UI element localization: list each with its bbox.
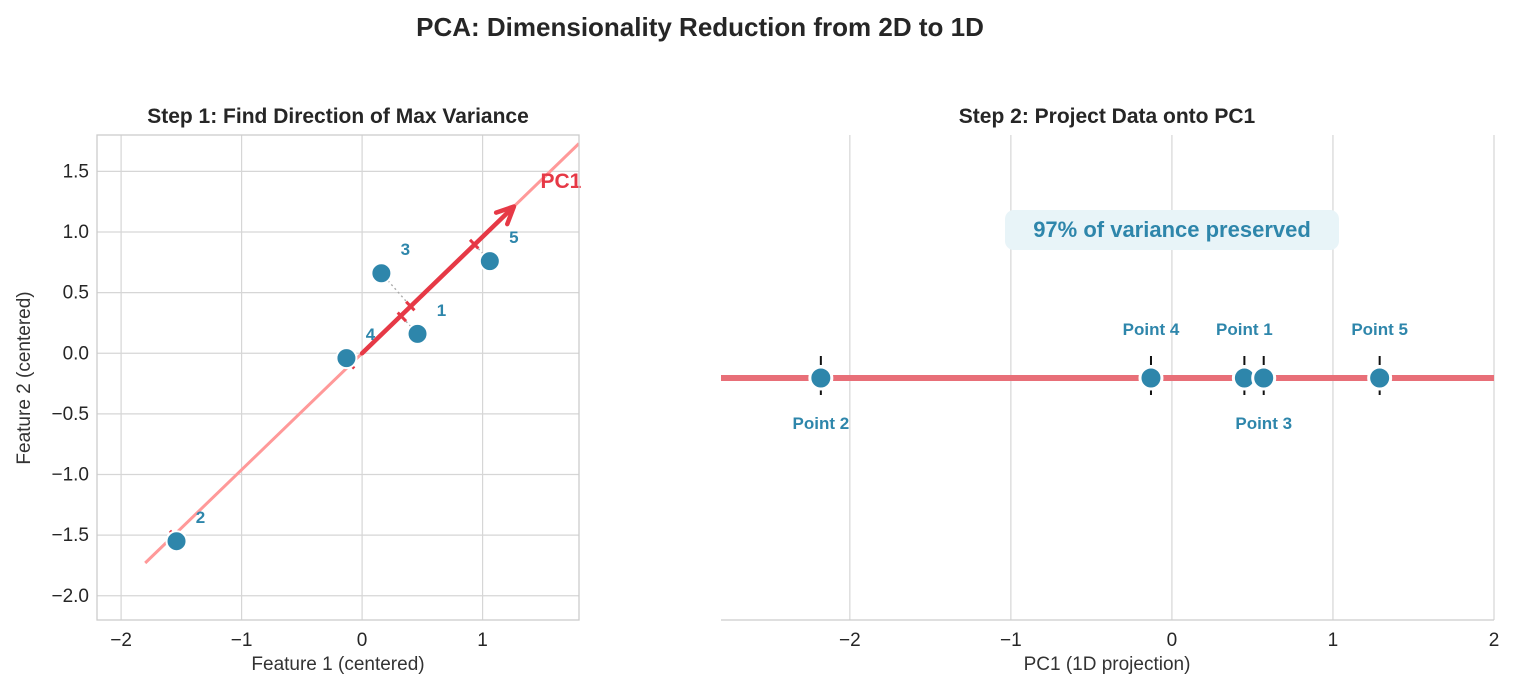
data-point-label: 1 bbox=[437, 301, 446, 320]
data-point-label: 5 bbox=[509, 228, 518, 247]
left-panel: Step 1: Find Direction of Max Variance F… bbox=[14, 105, 582, 675]
right-ticks: −2 −1 0 1 2 bbox=[839, 630, 1499, 651]
left-x-tick-label: 0 bbox=[357, 630, 368, 651]
left-y-tick-label: 1.5 bbox=[63, 161, 89, 182]
projected-point-label: Point 3 bbox=[1235, 414, 1292, 433]
data-point bbox=[165, 530, 188, 553]
projection-line bbox=[380, 272, 411, 307]
left-y-tick-label: −0.5 bbox=[51, 404, 89, 425]
left-ticks: −2 −1 0 1 −2.0 −1.5 −1.0 −0.5 0.0 0.5 1.0 1.5 bbox=[51, 161, 487, 651]
projected-point bbox=[1138, 365, 1164, 391]
right-panel-title: Step 2: Project Data onto PC1 bbox=[959, 105, 1256, 128]
left-x-axis-label: Feature 1 (centered) bbox=[251, 654, 424, 675]
data-point-label: 2 bbox=[196, 508, 205, 527]
data-point-label: 4 bbox=[366, 325, 376, 344]
data-point-label: 3 bbox=[401, 240, 410, 259]
left-y-tick-label: 1.0 bbox=[63, 222, 89, 243]
data-point bbox=[478, 250, 501, 273]
left-x-tick-label: −2 bbox=[110, 630, 132, 651]
left-y-tick-label: −1.5 bbox=[51, 525, 89, 546]
left-y-axis-label: Feature 2 (centered) bbox=[14, 291, 35, 464]
left-y-tick-label: −2.0 bbox=[51, 586, 89, 607]
right-x-tick-label: 0 bbox=[1167, 630, 1178, 651]
right-x-tick-label: −1 bbox=[1000, 630, 1022, 651]
projection-mark bbox=[468, 238, 480, 250]
projected-point-label: Point 5 bbox=[1351, 320, 1408, 339]
projected-point-label: Point 2 bbox=[793, 414, 850, 433]
data-point bbox=[335, 347, 358, 370]
projection-line bbox=[473, 243, 491, 262]
right-x-tick-label: 2 bbox=[1489, 630, 1500, 651]
left-x-tick-label: 1 bbox=[477, 630, 488, 651]
left-panel-title: Step 1: Find Direction of Max Variance bbox=[147, 105, 529, 128]
right-x-axis-label: PC1 (1D projection) bbox=[1024, 654, 1191, 675]
right-panel: Step 2: Project Data onto PC1 PC1 (1D pr… bbox=[721, 105, 1499, 675]
data-point bbox=[370, 262, 393, 285]
left-marks: PC1 1 2 3 4 5 bbox=[144, 142, 582, 565]
variance-annotation: 97% of variance preserved bbox=[1033, 217, 1311, 242]
left-y-tick-label: −1.0 bbox=[51, 465, 89, 486]
left-y-tick-label: 0.5 bbox=[63, 283, 89, 304]
projected-point-label: Point 4 bbox=[1123, 320, 1180, 339]
figure-title: PCA: Dimensionality Reduction from 2D to… bbox=[416, 12, 984, 42]
right-x-tick-label: 1 bbox=[1328, 630, 1339, 651]
projection-line bbox=[401, 316, 419, 335]
projection-mark bbox=[396, 311, 408, 323]
variance-annotation-box bbox=[1005, 210, 1339, 250]
projected-point bbox=[1251, 365, 1277, 391]
projection-mark bbox=[405, 300, 416, 312]
right-marks: Point 1 Point 2 Point 3 Point 4 Point 5 bbox=[721, 320, 1494, 433]
projected-point bbox=[808, 365, 834, 391]
projected-point bbox=[1367, 365, 1393, 391]
data-point bbox=[406, 322, 429, 345]
pc1-arrow-head bbox=[493, 204, 517, 227]
pc1-arrow-shaft bbox=[359, 207, 514, 356]
left-y-tick-label: 0.0 bbox=[63, 343, 89, 364]
projected-point-label: Point 1 bbox=[1216, 320, 1273, 339]
pc1-label: PC1 bbox=[540, 170, 581, 193]
right-x-tick-label: −2 bbox=[839, 630, 861, 651]
left-x-tick-label: −1 bbox=[231, 630, 253, 651]
left-axes-frame bbox=[96, 134, 580, 621]
